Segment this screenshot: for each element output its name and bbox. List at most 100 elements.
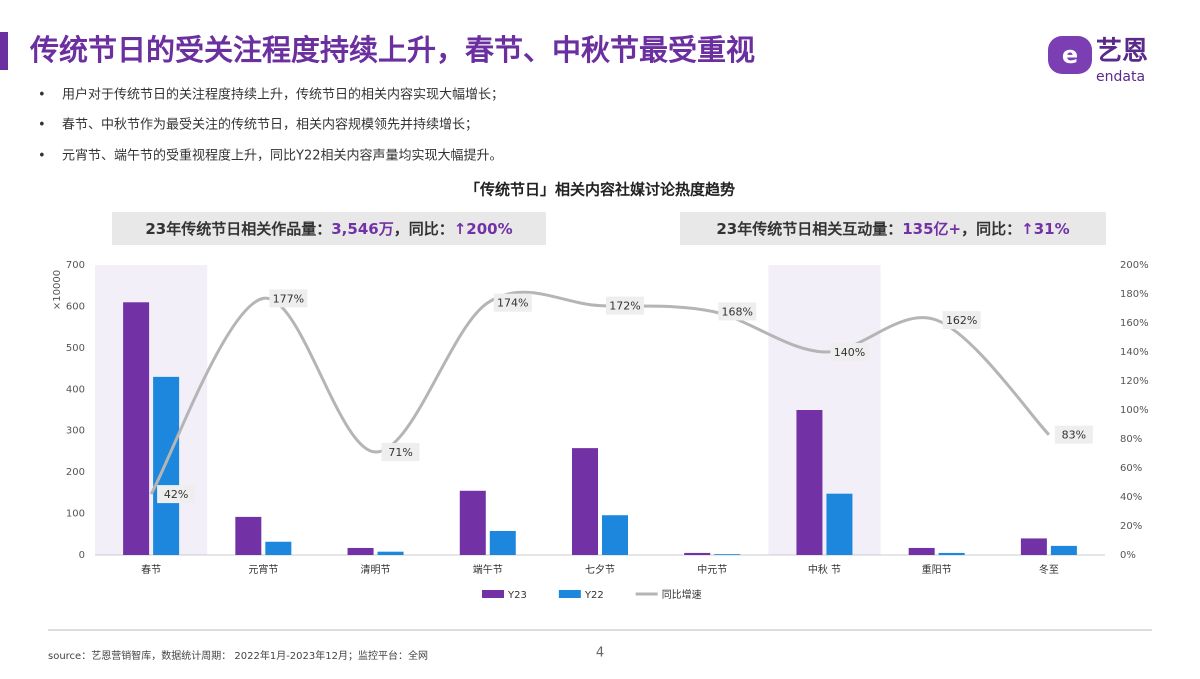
bullet: 春节、中秋节作为最受关注的传统节日，相关内容规模领先并持续增长； <box>62 117 478 133</box>
data-label-bg <box>718 302 757 321</box>
callout-value: 3,546万 <box>331 220 393 238</box>
bar <box>826 493 853 555</box>
bar <box>602 515 628 555</box>
bar <box>796 410 823 555</box>
bar <box>1050 545 1077 555</box>
bar <box>572 448 598 555</box>
y2-tick-label: 140% <box>1120 347 1149 358</box>
callout-label: 23年传统节日相关互动量： <box>716 220 902 238</box>
legend-swatch <box>482 590 504 598</box>
y-tick-label: 0 <box>79 550 85 561</box>
callout-mid: ，同比： <box>394 220 454 238</box>
y-tick-label: 500 <box>66 343 85 354</box>
y2-tick-label: 40% <box>1120 492 1142 503</box>
y2-tick-label: 120% <box>1120 376 1149 387</box>
data-label-text: 162% <box>946 314 977 327</box>
x-tick-label: 端午节 <box>473 563 503 576</box>
bar <box>938 552 965 555</box>
data-label: 168% <box>718 302 757 321</box>
y2-tick-label: 20% <box>1120 521 1142 532</box>
y2-tick-label: 100% <box>1120 405 1149 416</box>
x-tick-label: 重阳节 <box>922 563 952 576</box>
bar <box>1020 538 1047 555</box>
bar <box>235 516 262 555</box>
highlight-band <box>768 265 881 555</box>
x-tick-label: 元宵节 <box>248 563 278 576</box>
bar <box>377 551 404 555</box>
y-tick-label: 600 <box>66 301 85 312</box>
x-tick-label: 中元节 <box>697 563 727 576</box>
y2-tick-label: 60% <box>1120 463 1142 474</box>
callout-label: 23年传统节日相关作品量： <box>145 220 331 238</box>
data-label-bg <box>493 293 532 312</box>
x-tick-label: 中秋 节 <box>808 563 841 576</box>
source: source：艺恩营销智库，数据统计周期： 2022年1月-2023年12月；监… <box>48 649 428 662</box>
data-label: 172% <box>606 296 644 315</box>
bar <box>684 552 711 555</box>
callout-box <box>680 212 1106 245</box>
data-label-bg <box>1054 425 1093 444</box>
data-label: 174% <box>493 293 532 312</box>
callout: 23年传统节日相关作品量：3,546万，同比：↑200% <box>145 220 512 238</box>
page-number: 4 <box>596 646 604 661</box>
title-bar <box>0 32 8 70</box>
chart-title: 「传统节日」相关内容社媒讨论热度趋势 <box>465 181 735 199</box>
y2-tick-label: 180% <box>1120 289 1149 300</box>
y-tick-label: 400 <box>66 384 85 395</box>
data-label: 42% <box>157 485 196 504</box>
data-label-text: 42% <box>164 488 188 501</box>
y-unit: ×10000 <box>52 270 63 310</box>
y2-tick-label: 160% <box>1120 318 1149 329</box>
y2-tick-label: 0% <box>1120 550 1136 561</box>
line <box>149 290 1050 495</box>
data-label: 162% <box>942 311 981 330</box>
data-label-text: 174% <box>497 297 528 310</box>
data-label-text: 71% <box>388 446 412 459</box>
data-label-bg <box>942 311 981 330</box>
data-label-bg <box>269 289 308 308</box>
x-tick-label: 春节 <box>141 564 161 576</box>
data-label-text: 83% <box>1062 429 1086 442</box>
bar <box>714 554 741 555</box>
bar <box>123 302 150 555</box>
bar <box>347 547 374 555</box>
bullet: 元宵节、端午节的受重视程度上升，同比Y22相关内容声量均实现大幅提升。 <box>62 148 502 164</box>
y-tick-label: 100 <box>66 509 85 520</box>
callout-box <box>112 212 546 245</box>
data-label: 71% <box>381 443 420 462</box>
data-label-text: 172% <box>609 300 640 313</box>
data-label-text: 168% <box>721 305 752 318</box>
logo-e: e <box>1062 41 1078 69</box>
bullet-dot: • <box>38 118 46 133</box>
callout-growth: ↑31% <box>1021 220 1069 238</box>
y-tick-label: 300 <box>66 426 85 437</box>
y2-tick-label: 80% <box>1120 434 1142 445</box>
title: 传统节日的受关注程度持续上升，春节、中秋节最受重视 <box>29 33 755 67</box>
data-label-text: 140% <box>834 346 865 359</box>
data-label-bg <box>606 296 644 315</box>
bar <box>489 530 516 555</box>
data-label-bg <box>830 343 869 361</box>
legend-label: 同比增速 <box>662 588 702 601</box>
bullet-dot: • <box>38 149 46 164</box>
bar <box>908 547 935 555</box>
data-label-text: 177% <box>273 292 304 305</box>
legend-swatch <box>558 590 581 598</box>
legend-label: Y23 <box>507 590 527 601</box>
x-tick-label: 清明节 <box>361 563 391 576</box>
logo-mark <box>1048 36 1092 74</box>
data-label-bg <box>157 485 196 504</box>
data-label: 177% <box>269 289 308 308</box>
callout: 23年传统节日相关互动量：135亿+，同比：↑31% <box>716 220 1069 238</box>
logo-en: endata <box>1096 69 1145 85</box>
callout-mid: ，同比： <box>961 220 1021 238</box>
x-tick-label: 七夕节 <box>585 564 615 576</box>
data-label: 83% <box>1054 425 1093 444</box>
bar <box>459 490 486 555</box>
logo-cn: 艺恩 <box>1096 37 1148 67</box>
bullet-dot: • <box>38 88 46 103</box>
legend-label: Y22 <box>584 590 604 601</box>
x-tick-label: 冬至 <box>1039 563 1059 576</box>
